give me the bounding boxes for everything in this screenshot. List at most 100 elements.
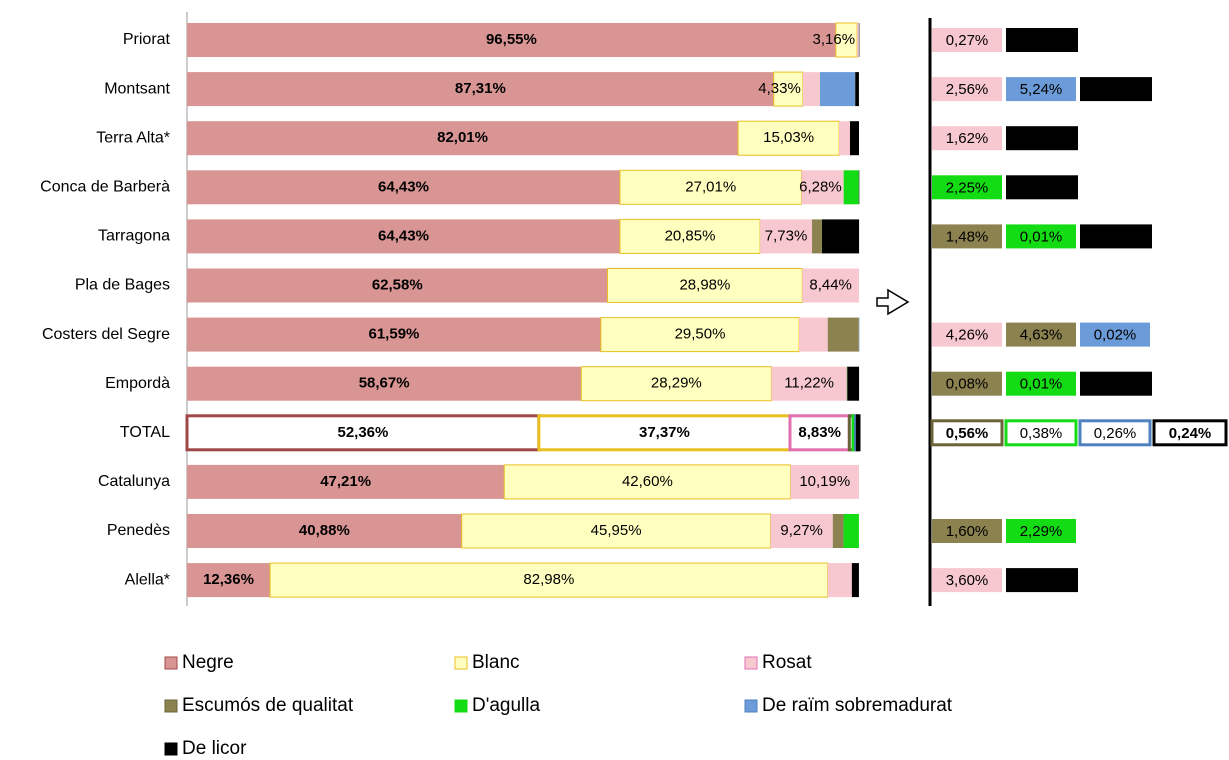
side-box	[932, 519, 1002, 543]
side-value-label: 2,29%	[1020, 523, 1063, 540]
value-label: 6,28%	[799, 178, 842, 195]
value-label: 29,50%	[675, 326, 726, 343]
value-label: 61,59%	[369, 326, 420, 343]
bar-segment	[855, 72, 859, 107]
side-value-label: 1,48%	[946, 228, 989, 245]
bar-segment	[737, 120, 840, 156]
bar-segment	[607, 268, 803, 303]
side-value-label: 3,60%	[946, 572, 989, 589]
side-box	[1006, 126, 1078, 151]
category-label: Catalunya	[98, 473, 170, 490]
side-value-label: 0,01%	[1020, 376, 1063, 393]
bar-segment	[187, 219, 620, 254]
value-label: 8,44%	[809, 276, 852, 293]
side-box	[932, 568, 1002, 593]
side-value-label: 2,56%	[946, 81, 989, 98]
category-label: TOTAL	[120, 424, 170, 441]
value-label: 10,19%	[799, 473, 850, 490]
side-value-label: 5,51%	[1095, 228, 1138, 245]
bar-segment	[802, 268, 859, 303]
value-label: 42,60%	[622, 473, 673, 490]
bar-segment	[788, 414, 851, 452]
bar-segment	[461, 513, 771, 549]
bar-segment	[580, 366, 772, 402]
bar-segment	[832, 514, 844, 548]
bar-segment	[503, 464, 792, 500]
value-label: 62,58%	[372, 276, 423, 293]
value-label: 4,33%	[758, 80, 801, 97]
value-label: 40,88%	[299, 522, 350, 539]
bar-segment	[843, 514, 859, 548]
side-value-label: 4,26%	[946, 327, 989, 344]
value-label: 47,21%	[320, 473, 371, 490]
side-value-label: 0,38%	[1020, 425, 1063, 442]
side-box	[1152, 419, 1228, 447]
side-value-label: 0,24%	[1169, 425, 1212, 442]
bar-segment	[839, 121, 850, 156]
bar-segment	[619, 218, 761, 254]
category-label: Tarragona	[98, 228, 170, 245]
category-label: Costers del Segre	[42, 326, 170, 343]
category-label: Montsant	[104, 80, 170, 97]
legend-swatch	[744, 656, 758, 670]
side-box	[1006, 175, 1078, 200]
side-value-label: 0,02%	[1021, 32, 1064, 49]
bar-segment	[847, 366, 860, 401]
value-label: 82,01%	[437, 129, 488, 146]
side-value-label: 4,63%	[1020, 327, 1063, 344]
side-box	[932, 371, 1002, 396]
bar-segment	[760, 219, 813, 254]
bar-segment	[858, 317, 860, 352]
side-value-label: 0,02%	[1094, 327, 1137, 344]
value-label: 8,83%	[798, 424, 841, 441]
legend-label: Escumós de qualitat	[182, 695, 354, 716]
category-label: Penedès	[107, 522, 170, 539]
side-value-label: 1,62%	[946, 130, 989, 147]
bar-segment	[187, 563, 271, 598]
side-value-label: 0,27%	[946, 32, 989, 49]
side-value-label: 2,25%	[946, 179, 989, 196]
bar-segment	[799, 317, 828, 352]
side-value-label: 0,26%	[1094, 425, 1137, 442]
bar-segment	[187, 317, 601, 352]
legend-swatch	[164, 699, 178, 713]
side-box	[932, 77, 1002, 102]
bar-segment	[827, 317, 859, 352]
value-label: 3,16%	[813, 31, 856, 48]
category-label: Conca de Barberà	[40, 179, 170, 196]
bar-segment	[802, 72, 821, 107]
side-value-label: 1,74%	[1095, 376, 1138, 393]
side-box	[1080, 322, 1150, 347]
side-box	[932, 322, 1002, 347]
bar-segment	[812, 219, 822, 254]
bar-segment	[855, 414, 861, 452]
bar-segment	[827, 563, 852, 598]
side-value-label: 1,34%	[1021, 130, 1064, 147]
bar-segment	[771, 366, 847, 401]
bar-segment	[835, 22, 858, 58]
side-box	[930, 419, 1004, 447]
side-box	[932, 175, 1002, 200]
side-value-label: 5,24%	[1020, 81, 1063, 98]
bar-segment	[846, 366, 848, 401]
side-value-label: 0,01%	[1020, 228, 1063, 245]
side-box	[1006, 371, 1076, 396]
value-label: 52,36%	[337, 424, 388, 441]
bar-segment	[822, 219, 860, 254]
bar-segment	[187, 366, 582, 401]
side-value-label: 0,08%	[946, 376, 989, 393]
bar-segment	[600, 317, 800, 353]
bar-segment	[187, 23, 836, 57]
bar-segment	[851, 563, 859, 598]
value-label: 87,31%	[455, 80, 506, 97]
side-box	[1006, 519, 1076, 543]
legend-swatch	[744, 699, 758, 713]
category-label: Empordà	[105, 375, 170, 392]
category-label: Alella*	[125, 571, 170, 588]
value-label: 27,01%	[685, 178, 736, 195]
legend-label: Negre	[182, 652, 234, 673]
side-value-label: 1,60%	[946, 523, 989, 540]
side-box	[932, 28, 1002, 52]
value-label: 37,37%	[639, 424, 690, 441]
side-box	[1006, 568, 1078, 593]
